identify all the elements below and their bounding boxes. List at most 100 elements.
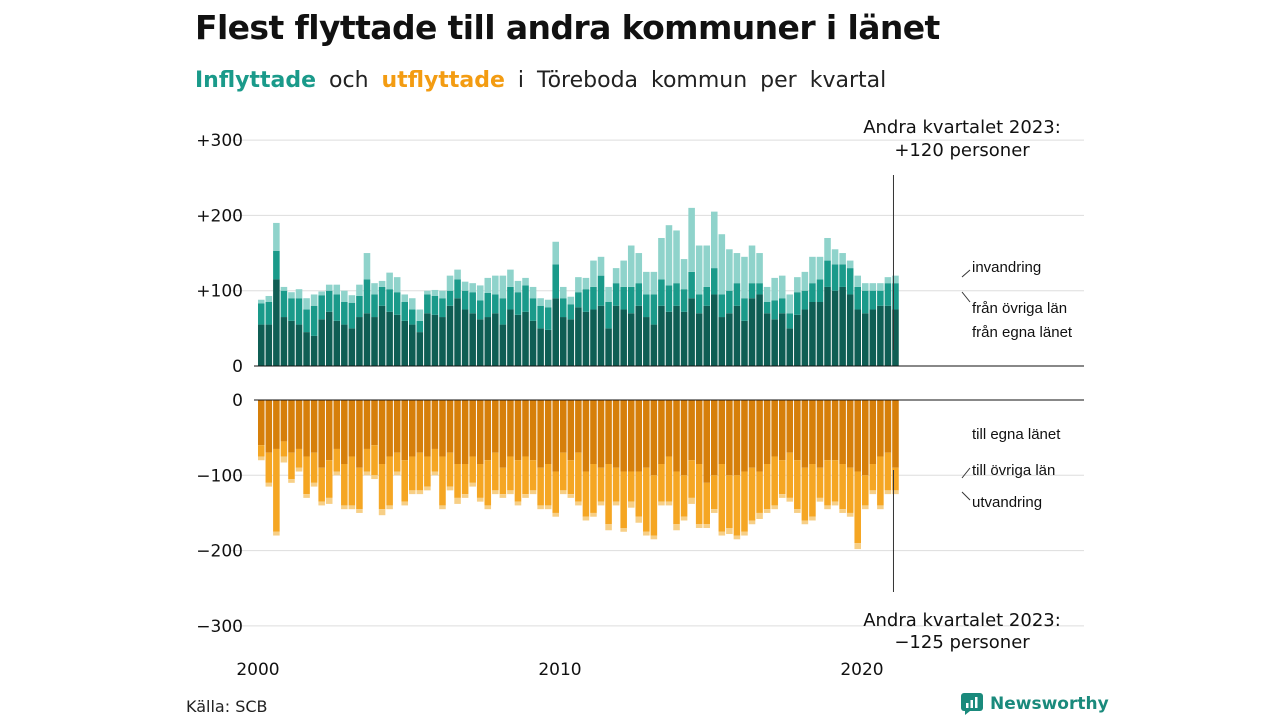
bar-out-1 (786, 452, 794, 498)
bar-in-2 (529, 286, 537, 299)
series-label-till-egna-lanet: till egna länet (972, 426, 1061, 443)
bar-out-2 (514, 501, 522, 506)
bar-out-2 (846, 512, 854, 517)
bar-out-0 (801, 400, 809, 468)
bar-out-1 (484, 460, 492, 506)
bar-out-2 (673, 524, 680, 531)
bar-in-0 (658, 305, 665, 366)
bar-in-1 (711, 268, 718, 295)
bar-in-2 (884, 277, 892, 284)
bar-in-0 (892, 309, 899, 366)
bar-out-1 (680, 475, 688, 517)
bar-out-1 (575, 452, 582, 502)
bar-out-1 (386, 456, 393, 506)
bar-out-1 (552, 471, 559, 513)
bar-out-2 (454, 497, 461, 504)
bar-out-1 (695, 464, 703, 525)
bar-in-0 (522, 311, 529, 366)
bar-in-0 (718, 317, 726, 366)
bar-in-1 (401, 301, 408, 321)
bar-in-2 (514, 280, 522, 293)
bar-out-1 (650, 475, 658, 536)
bar-out-0 (763, 400, 771, 465)
bar-in-1 (446, 290, 454, 306)
bar-in-1 (416, 320, 424, 333)
bar-out-0 (665, 400, 673, 457)
bar-out-0 (718, 400, 726, 465)
bar-out-1 (673, 471, 680, 525)
y-tick-label-bottom: −100 (196, 466, 243, 486)
bar-in-1 (310, 305, 318, 336)
bar-in-0 (492, 313, 499, 366)
bar-in-2 (831, 249, 839, 265)
bar-out-2 (258, 456, 265, 461)
bar-out-2 (688, 497, 695, 504)
bar-out-0 (439, 400, 446, 457)
bar-in-2 (695, 245, 703, 295)
bar-in-2 (476, 285, 484, 301)
bar-out-0 (348, 400, 356, 457)
bar-in-0 (862, 313, 869, 366)
bar-out-1 (605, 464, 612, 525)
bar-in-2 (401, 294, 408, 302)
bar-in-2 (295, 289, 303, 299)
bar-in-0 (363, 313, 371, 366)
bar-in-1 (877, 290, 884, 306)
bar-out-1 (424, 456, 431, 487)
chart-subtitle: Inflyttade och utflyttade i Töreboda kom… (195, 68, 886, 93)
bar-out-2 (507, 490, 514, 495)
bar-out-2 (771, 505, 778, 510)
bar-out-1 (454, 464, 461, 498)
bar-out-2 (582, 516, 590, 521)
bar-in-2 (862, 283, 869, 291)
subtitle-inflyttade: Inflyttade (195, 68, 317, 93)
bar-out-2 (816, 497, 824, 502)
bar-out-2 (612, 501, 620, 506)
bar-out-1 (446, 452, 454, 487)
bar-out-0 (537, 400, 544, 468)
bar-out-2 (620, 528, 627, 532)
bar-in-1 (265, 301, 273, 325)
bar-in-1 (514, 292, 522, 315)
bar-in-2 (824, 237, 831, 261)
annotation-bottom-line2: −125 personer (894, 632, 1030, 653)
bar-in-1 (288, 298, 295, 321)
bar-in-0 (877, 305, 884, 366)
bar-in-0 (756, 294, 763, 366)
bar-out-0 (341, 400, 348, 465)
bar-out-1 (778, 460, 786, 495)
bar-in-0 (726, 313, 733, 366)
bar-out-0 (726, 400, 733, 476)
bar-in-2 (544, 299, 552, 308)
bar-out-2 (778, 494, 786, 498)
bar-out-2 (718, 531, 726, 536)
bar-out-1 (356, 467, 363, 510)
bar-out-1 (718, 464, 726, 532)
bar-out-0 (635, 400, 643, 472)
bar-in-0 (484, 317, 492, 366)
bar-in-0 (529, 320, 537, 366)
bar-out-1 (862, 475, 869, 506)
bar-out-0 (567, 400, 575, 461)
bar-out-0 (363, 400, 371, 449)
bar-in-0 (416, 332, 424, 366)
bar-in-1 (318, 295, 325, 320)
bar-in-0 (333, 320, 341, 366)
bar-out-0 (892, 400, 899, 468)
bar-out-0 (711, 400, 718, 476)
bar-out-2 (726, 528, 733, 535)
bar-out-0 (529, 400, 537, 461)
bar-out-0 (318, 400, 325, 468)
bar-in-1 (846, 268, 854, 295)
bar-out-0 (507, 400, 514, 457)
bar-in-2 (794, 277, 801, 293)
bar-in-1 (469, 292, 476, 314)
annotation-top-line2: +120 personer (894, 140, 1030, 161)
bar-out-1 (476, 464, 484, 498)
bar-out-2 (862, 505, 869, 510)
bar-in-1 (295, 298, 303, 325)
bar-out-2 (386, 505, 393, 510)
bar-in-1 (484, 292, 492, 318)
bar-out-1 (529, 460, 537, 491)
bar-out-1 (265, 452, 273, 483)
